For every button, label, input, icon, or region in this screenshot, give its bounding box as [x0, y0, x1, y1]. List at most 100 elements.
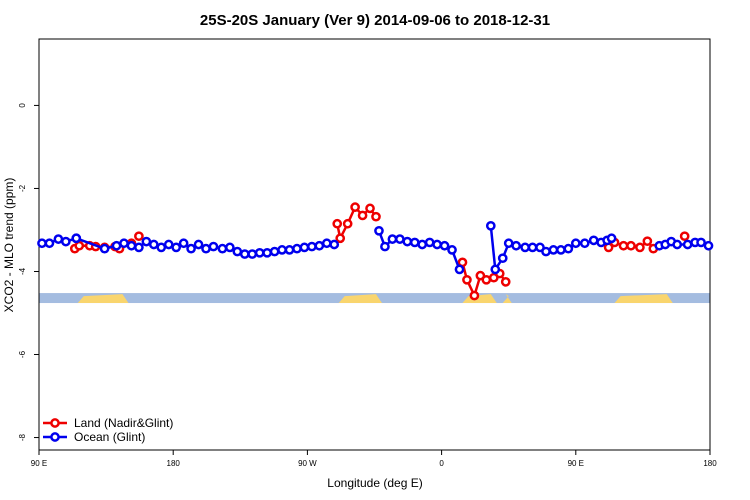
series-0-point-5-5	[642, 236, 653, 247]
series-1	[37, 220, 714, 275]
series-1-point-2-9	[439, 240, 450, 251]
x-axis: 90 E 180 90 W 0 90 E 180	[31, 450, 717, 468]
series-1-point-2-0	[374, 225, 384, 236]
series-0-point-5-3	[626, 240, 636, 251]
series-1-point-0-1	[44, 238, 55, 249]
series-1-point-3-1	[490, 264, 501, 275]
series-1-point-2-11	[454, 264, 465, 275]
series-1-point-1-15	[208, 241, 219, 252]
series-1-point-1-14	[201, 243, 211, 254]
series-1-point-3-4	[511, 240, 522, 251]
series-1-point-3-0	[485, 220, 496, 231]
series-1-point-3-3	[503, 238, 514, 249]
series-0-point-6-0	[679, 231, 690, 242]
series-0-point-4-4	[481, 274, 492, 285]
series-1-point-1-0	[71, 233, 82, 244]
series-1-point-1-24	[277, 245, 287, 255]
series-1-point-2-1	[380, 241, 390, 252]
series-1-point-1-16	[217, 243, 228, 254]
series-1-point-1-5	[134, 242, 144, 253]
series-1-point-1-12	[186, 243, 196, 254]
y-tick-label-4: -8	[18, 433, 27, 441]
series-1-point-0-2	[53, 234, 64, 244]
y-tick-label-0: 0	[18, 103, 27, 108]
series-0-point-4-1	[462, 274, 472, 285]
series-0-point-2-0	[134, 231, 144, 242]
series-0-point-3-4	[357, 210, 368, 221]
series-1-point-3-5	[520, 242, 530, 253]
series-1-point-4-7	[703, 240, 714, 251]
series-1-point-1-20	[247, 249, 258, 259]
series-1-point-1-2	[111, 240, 122, 251]
series-1-point-2-6	[417, 239, 428, 250]
series-1-point-2-7	[424, 237, 435, 248]
y-tick-label-1: -2	[18, 184, 27, 192]
series-1-point-1-29	[314, 240, 325, 251]
series-1-point-1-26	[292, 243, 302, 254]
series-1-point-1-10	[171, 242, 182, 253]
series-1-point-1-23	[269, 246, 280, 257]
land-band-3	[502, 294, 512, 304]
series-layer	[37, 202, 714, 301]
series-1-point-1-9	[163, 239, 174, 250]
series-1-point-3-13	[579, 238, 590, 249]
series-1-point-1-7	[148, 239, 159, 250]
legend: Land (Nadir&Glint)Ocean (Glint)	[43, 416, 173, 444]
x-tick-label-1: 180	[167, 459, 181, 468]
y-tick-label-2: -4	[18, 267, 27, 275]
y-tick-label-3: -6	[18, 350, 27, 358]
series-1-point-1-18	[232, 246, 243, 257]
series-1-point-1-25	[284, 245, 295, 255]
surface-type-band	[39, 293, 710, 304]
legend-label-1: Ocean (Glint)	[74, 430, 145, 444]
series-1-point-3-6	[527, 242, 538, 253]
y-axis: 0 -2 -4 -6 -8	[18, 103, 39, 441]
series-1-point-1-22	[262, 247, 272, 258]
x-tick-label-5: 180	[703, 459, 717, 468]
chart-title: 25S-20S January (Ver 9) 2014-09-06 to 20…	[200, 12, 550, 29]
land-band-4	[614, 294, 673, 304]
legend-marker-1	[50, 432, 60, 442]
series-1-point-1-4	[126, 240, 137, 251]
series-0-point-4-7	[500, 277, 511, 287]
series-0-point-3-5	[365, 203, 375, 214]
series-1-point-2-4	[402, 236, 413, 247]
series-1-point-3-11	[563, 243, 574, 254]
series-1-point-3-9	[548, 245, 559, 255]
series-1-point-1-31	[329, 239, 340, 250]
series-1-point-1-27	[299, 242, 310, 253]
series-1-point-1-28	[307, 241, 317, 252]
series-0-point-3-1	[335, 233, 346, 244]
series-1-point-2-5	[409, 237, 420, 248]
series-1-point-1-30	[321, 238, 332, 249]
series-0-point-3-3	[350, 202, 360, 212]
x-tick-label-3: 0	[439, 459, 444, 468]
series-1-point-2-8	[432, 239, 442, 250]
series-1-point-0-0	[37, 238, 47, 249]
series-1-point-1-13	[193, 239, 204, 250]
series-0-point-4-2	[469, 290, 480, 301]
x-axis-label: Longitude (deg E)	[327, 476, 422, 490]
y-axis-label: XCO2 - MLO trend (ppm)	[2, 178, 16, 313]
series-1-point-1-1	[99, 243, 110, 254]
series-0-point-5-2	[618, 240, 629, 251]
series-0-point-3-0	[332, 218, 343, 229]
land-band-1	[338, 294, 382, 304]
series-1-point-1-19	[239, 249, 250, 259]
series-1-point-1-6	[141, 236, 152, 247]
series-1-point-3-2	[497, 253, 508, 264]
series-0-point-5-4	[635, 242, 645, 253]
series-0-point-3-2	[342, 218, 353, 229]
series-1-point-0-3	[60, 236, 71, 247]
series-1-point-3-12	[570, 238, 581, 249]
series-1-point-4-3	[672, 239, 683, 250]
series-1-point-1-3	[119, 238, 129, 249]
series-1-point-4-6	[696, 237, 706, 248]
land-band-0	[77, 294, 129, 304]
series-1-point-2-2	[387, 234, 398, 244]
series-1-point-3-10	[556, 245, 566, 255]
legend-marker-0	[50, 418, 60, 428]
series-0-point-3-6	[371, 211, 381, 222]
series-1-point-2-10	[447, 245, 457, 255]
